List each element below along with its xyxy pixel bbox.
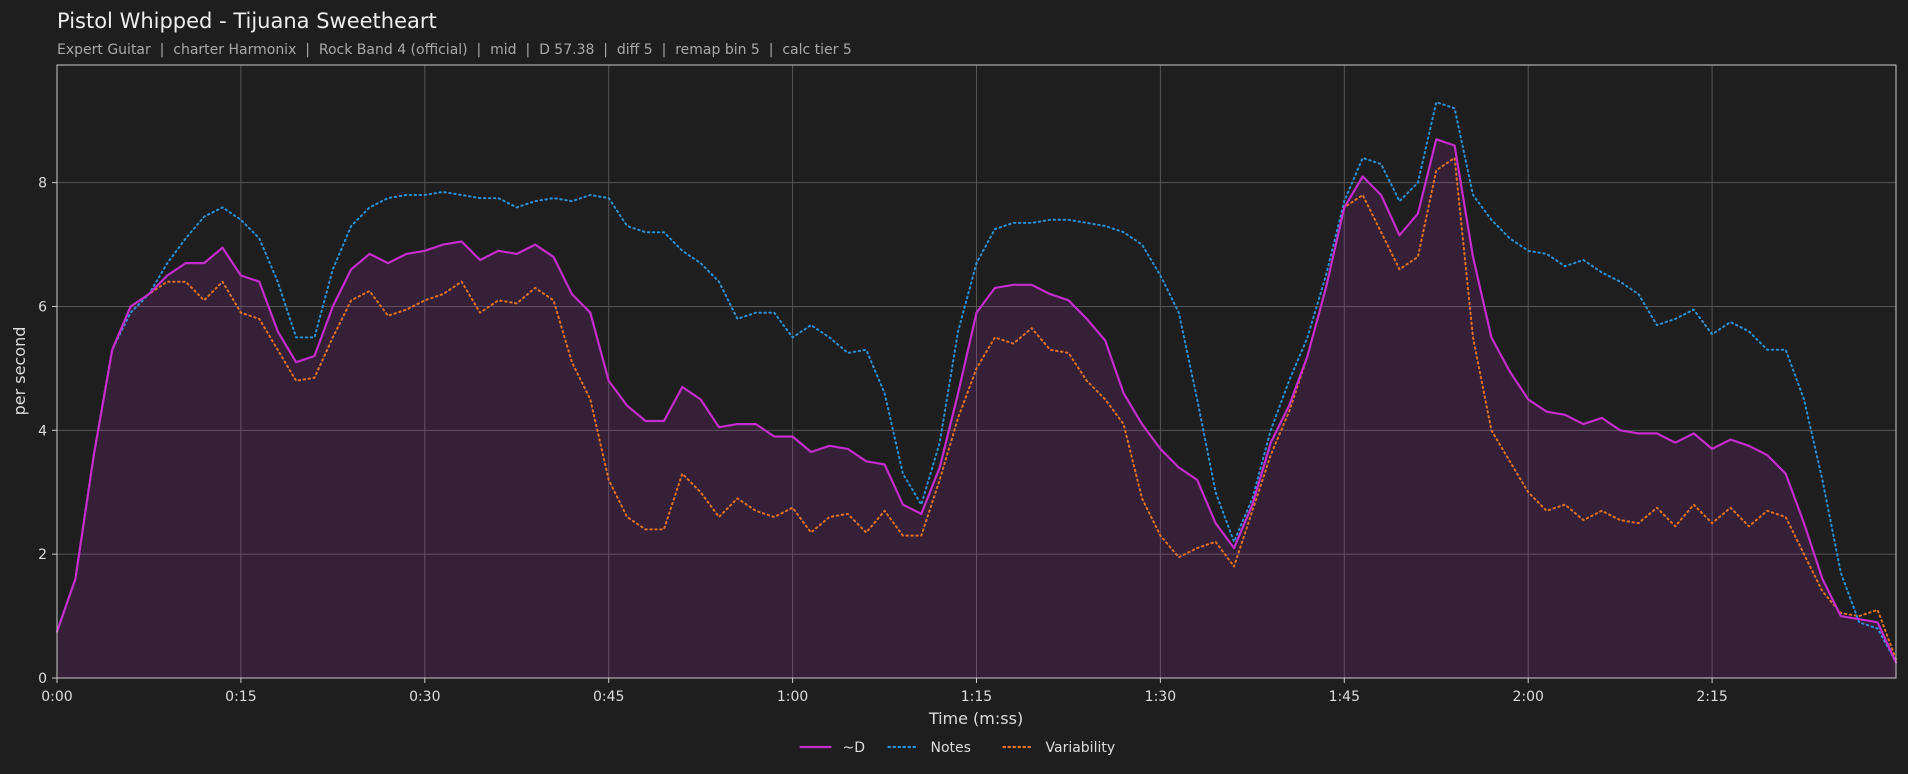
x-axis-label: Time (m:ss) [928, 709, 1023, 728]
line [56, 101, 1897, 664]
x-tick-label: 2:00 [1512, 689, 1543, 705]
area [57, 139, 1896, 679]
line [56, 156, 1897, 661]
y-tick-label: 8 [38, 176, 47, 192]
x-tick-label: 0:00 [41, 689, 72, 705]
plot-frame [56, 64, 1897, 679]
x-tick-label: 0:30 [409, 689, 440, 705]
x-tick-label: 0:15 [225, 689, 256, 705]
x-tick-label: 1:15 [961, 689, 992, 705]
legend-label: Variability [1046, 740, 1116, 756]
y-tick-label: 0 [38, 671, 47, 687]
x-tick-label: 1:00 [777, 689, 808, 705]
chart-title: Pistol Whipped - Tijuana Sweetheart [57, 9, 437, 33]
y-tick-label: 4 [38, 423, 47, 439]
y-axis-label: per second [10, 327, 29, 416]
x-tick-label: 1:45 [1329, 689, 1360, 705]
line [55, 138, 1898, 664]
legend-label: ~D [843, 740, 866, 756]
x-tick-label: 1:30 [1145, 689, 1176, 705]
chart-subtitle: Expert Guitar | charter Harmonix | Rock … [57, 42, 852, 58]
y-tick-label: 6 [38, 299, 47, 315]
x-tick-label: 0:45 [593, 689, 624, 705]
x-tick-label: 2:15 [1696, 689, 1727, 705]
legend-label: Notes [931, 740, 971, 756]
y-tick-label: 2 [38, 547, 47, 563]
